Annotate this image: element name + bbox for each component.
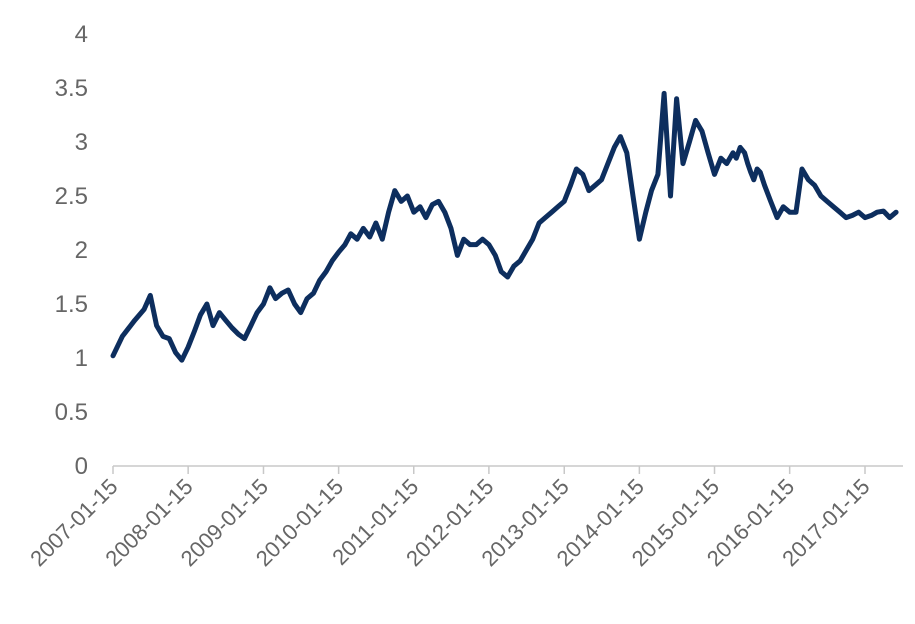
x-axis-ticks: 2007-01-152008-01-152009-01-152010-01-15… xyxy=(25,466,875,571)
y-tick-label: 2.5 xyxy=(55,183,88,210)
y-tick-label: 3 xyxy=(75,129,88,156)
y-tick-label: 0 xyxy=(75,453,88,480)
y-axis-ticks: 0 0.5 1 1.5 2 2.5 3 3.5 4 xyxy=(55,21,88,480)
y-tick-label: 1 xyxy=(75,345,88,372)
series-group xyxy=(110,90,899,363)
y-tick-label: 3.5 xyxy=(55,75,88,102)
series-line xyxy=(110,90,899,363)
y-tick-label: 2 xyxy=(75,237,88,264)
y-tick-label: 0.5 xyxy=(55,399,88,426)
y-tick-label: 4 xyxy=(75,21,88,48)
y-tick-label: 1.5 xyxy=(55,291,88,318)
